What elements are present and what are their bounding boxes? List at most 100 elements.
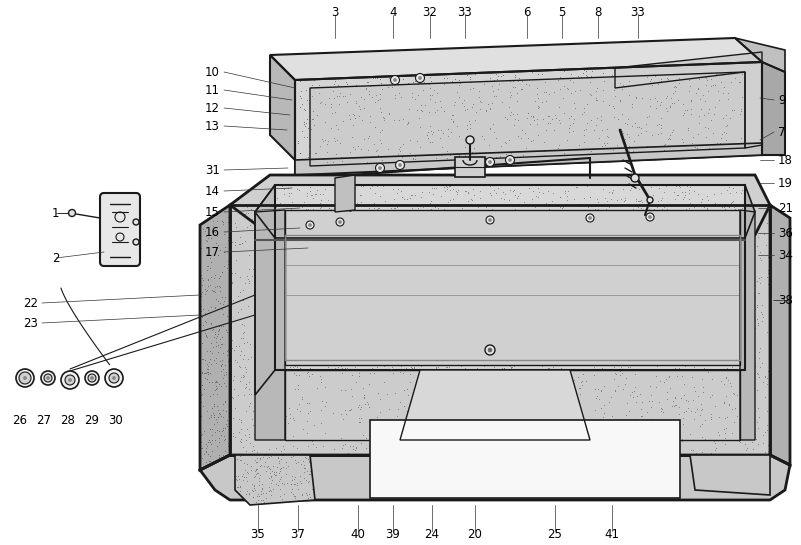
Circle shape <box>133 239 139 245</box>
Circle shape <box>509 159 512 161</box>
Text: 36: 36 <box>778 227 793 239</box>
Text: 32: 32 <box>423 5 437 19</box>
Polygon shape <box>285 370 740 440</box>
Polygon shape <box>770 205 790 465</box>
Circle shape <box>418 76 421 80</box>
Circle shape <box>486 216 494 224</box>
Circle shape <box>646 213 654 221</box>
Polygon shape <box>400 370 590 440</box>
Polygon shape <box>740 210 755 440</box>
Text: 39: 39 <box>385 528 400 541</box>
Polygon shape <box>285 210 740 365</box>
Polygon shape <box>370 420 680 498</box>
Polygon shape <box>235 455 315 505</box>
Polygon shape <box>735 38 785 72</box>
Text: 16: 16 <box>205 226 220 239</box>
Circle shape <box>485 345 495 355</box>
Circle shape <box>306 221 314 229</box>
Circle shape <box>489 219 492 221</box>
Circle shape <box>61 371 79 389</box>
Text: 11: 11 <box>205 83 220 96</box>
Circle shape <box>589 216 591 220</box>
Polygon shape <box>270 55 295 160</box>
Text: 6: 6 <box>523 5 531 19</box>
Circle shape <box>489 160 492 164</box>
Polygon shape <box>200 205 230 470</box>
Circle shape <box>505 155 514 165</box>
Circle shape <box>379 167 381 169</box>
Circle shape <box>396 160 405 169</box>
Polygon shape <box>230 205 770 455</box>
Circle shape <box>46 377 50 379</box>
Circle shape <box>112 377 115 379</box>
Circle shape <box>16 369 34 387</box>
Circle shape <box>631 174 639 182</box>
Polygon shape <box>230 175 770 235</box>
Text: 24: 24 <box>425 528 440 541</box>
Text: 4: 4 <box>389 5 396 19</box>
Text: 12: 12 <box>205 101 220 114</box>
Text: 7: 7 <box>778 125 786 138</box>
Circle shape <box>393 78 396 82</box>
Text: 35: 35 <box>251 528 265 541</box>
Circle shape <box>69 209 75 216</box>
Text: 8: 8 <box>594 5 602 19</box>
Polygon shape <box>200 455 790 500</box>
Text: 22: 22 <box>23 296 38 310</box>
Polygon shape <box>270 38 762 80</box>
Circle shape <box>308 223 312 227</box>
Text: 26: 26 <box>13 414 27 427</box>
Circle shape <box>85 371 99 385</box>
Circle shape <box>44 374 52 382</box>
Text: 41: 41 <box>605 528 619 541</box>
Polygon shape <box>310 72 745 166</box>
Circle shape <box>649 215 651 219</box>
Circle shape <box>399 164 401 167</box>
Polygon shape <box>255 210 285 440</box>
Circle shape <box>488 348 492 352</box>
Text: 33: 33 <box>457 5 473 19</box>
Text: 17: 17 <box>205 245 220 258</box>
Polygon shape <box>762 62 785 155</box>
Text: 25: 25 <box>548 528 562 541</box>
Text: 38: 38 <box>778 294 793 306</box>
Text: 34: 34 <box>778 249 793 262</box>
Polygon shape <box>335 175 355 212</box>
Text: 14: 14 <box>205 185 220 197</box>
Circle shape <box>391 76 400 84</box>
Circle shape <box>647 197 653 203</box>
Text: 10: 10 <box>205 65 220 78</box>
Circle shape <box>133 219 139 225</box>
Text: 18: 18 <box>778 154 793 167</box>
Circle shape <box>69 378 71 381</box>
Text: 29: 29 <box>84 414 99 427</box>
Circle shape <box>23 377 26 379</box>
Circle shape <box>41 371 55 385</box>
Polygon shape <box>690 455 770 495</box>
FancyBboxPatch shape <box>100 193 140 266</box>
Text: 19: 19 <box>778 177 793 190</box>
Circle shape <box>485 158 494 167</box>
Polygon shape <box>615 52 762 148</box>
Circle shape <box>19 372 31 384</box>
Polygon shape <box>295 143 762 175</box>
Circle shape <box>376 164 384 173</box>
Text: 23: 23 <box>23 317 38 330</box>
Text: 15: 15 <box>205 205 220 219</box>
Circle shape <box>416 74 425 82</box>
Text: 1: 1 <box>52 207 59 220</box>
Text: 20: 20 <box>468 528 482 541</box>
Text: 5: 5 <box>558 5 566 19</box>
Polygon shape <box>255 185 755 238</box>
Text: 33: 33 <box>630 5 646 19</box>
Text: 37: 37 <box>291 528 305 541</box>
Circle shape <box>65 375 75 385</box>
Text: 28: 28 <box>61 414 75 427</box>
Text: 2: 2 <box>52 251 59 264</box>
Polygon shape <box>275 185 745 370</box>
Text: 13: 13 <box>205 119 220 132</box>
Bar <box>455 157 485 177</box>
Text: 3: 3 <box>332 5 339 19</box>
Text: 31: 31 <box>205 164 220 177</box>
Circle shape <box>586 214 594 222</box>
